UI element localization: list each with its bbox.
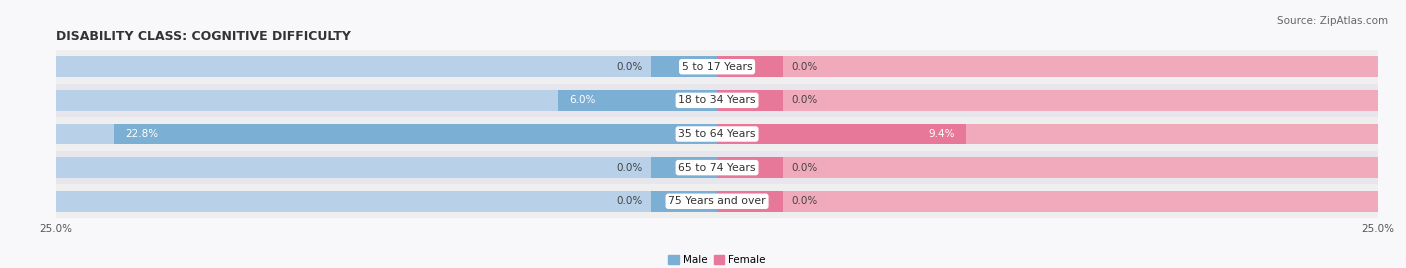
Text: 9.4%: 9.4%: [928, 129, 955, 139]
Text: 75 Years and over: 75 Years and over: [668, 196, 766, 206]
Bar: [56, 191, 717, 212]
Text: 22.8%: 22.8%: [125, 129, 157, 139]
Bar: [56, 84, 1378, 117]
Bar: [56, 90, 717, 111]
Bar: [717, 56, 1378, 77]
Bar: [717, 124, 1378, 144]
Bar: [717, 124, 966, 144]
Text: 5 to 17 Years: 5 to 17 Years: [682, 62, 752, 72]
Bar: [651, 56, 717, 77]
Bar: [717, 191, 1378, 212]
Text: DISABILITY CLASS: COGNITIVE DIFFICULTY: DISABILITY CLASS: COGNITIVE DIFFICULTY: [56, 30, 352, 43]
Bar: [651, 191, 717, 212]
Bar: [56, 124, 717, 144]
Text: 0.0%: 0.0%: [617, 163, 643, 173]
Text: Source: ZipAtlas.com: Source: ZipAtlas.com: [1277, 16, 1388, 26]
Text: 0.0%: 0.0%: [792, 62, 817, 72]
Bar: [717, 90, 783, 111]
Text: 0.0%: 0.0%: [792, 95, 817, 105]
Bar: [717, 157, 1378, 178]
Bar: [56, 117, 1378, 151]
Text: 0.0%: 0.0%: [617, 196, 643, 206]
Text: 0.0%: 0.0%: [792, 163, 817, 173]
Bar: [56, 56, 717, 77]
Bar: [56, 157, 717, 178]
Bar: [56, 184, 1378, 218]
Bar: [717, 191, 783, 212]
Text: 35 to 64 Years: 35 to 64 Years: [678, 129, 756, 139]
Text: 18 to 34 Years: 18 to 34 Years: [678, 95, 756, 105]
Text: 6.0%: 6.0%: [569, 95, 595, 105]
Legend: Male, Female: Male, Female: [664, 251, 770, 268]
Bar: [56, 151, 1378, 184]
Bar: [717, 90, 1378, 111]
Bar: [717, 157, 783, 178]
Bar: [558, 90, 717, 111]
Bar: [114, 124, 717, 144]
Bar: [56, 50, 1378, 84]
Bar: [651, 157, 717, 178]
Text: 0.0%: 0.0%: [792, 196, 817, 206]
Text: 65 to 74 Years: 65 to 74 Years: [678, 163, 756, 173]
Bar: [717, 56, 783, 77]
Text: 0.0%: 0.0%: [617, 62, 643, 72]
